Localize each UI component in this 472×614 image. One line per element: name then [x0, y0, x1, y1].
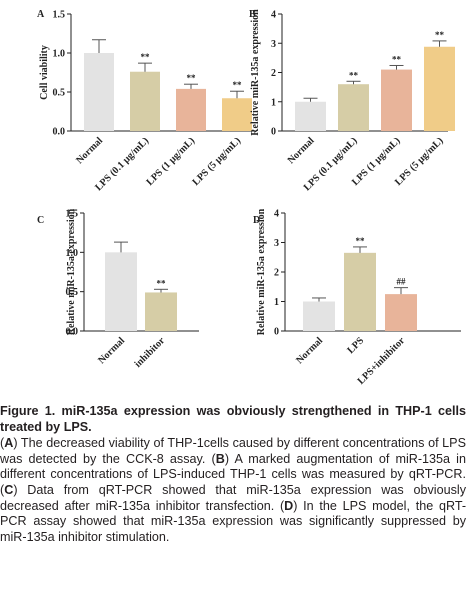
- bar: [105, 252, 137, 331]
- panel-letter: B: [249, 9, 256, 20]
- panel-letter: D: [253, 215, 260, 226]
- significance-mark: **: [187, 73, 197, 83]
- y-tick-label: 0: [274, 327, 279, 338]
- significance-mark: ##: [397, 277, 407, 287]
- bar: [424, 46, 455, 132]
- significance-mark: **: [141, 52, 151, 62]
- bar: [338, 84, 369, 131]
- bar: [344, 252, 376, 331]
- y-tick-label: 0.5: [66, 287, 79, 298]
- caption-panel-letter: C: [4, 482, 14, 497]
- caption-panel-letter: A: [4, 436, 14, 451]
- y-tick-label: 1.0: [53, 49, 66, 60]
- caption-panel-letter: D: [284, 498, 294, 513]
- y-axis-label: Relative miR-135a expression: [256, 208, 267, 335]
- y-tick-label: 3: [271, 39, 276, 50]
- y-tick-label: 0.0: [53, 127, 66, 138]
- bar: [385, 294, 417, 331]
- x-tick-label: LPS (5 μg/mL): [190, 135, 243, 188]
- x-tick-label: Normal: [294, 335, 325, 366]
- caption-panel-letter: B: [215, 451, 225, 466]
- significance-mark: **: [392, 54, 402, 64]
- chart-panel-a: A Cell viability 0.0 0.5 1.0 1.5 Normal ** LPS (…: [37, 9, 255, 193]
- bar: [176, 88, 206, 131]
- y-tick-label: 3: [274, 238, 279, 249]
- y-tick-label: 4: [271, 10, 276, 21]
- y-axis-label: Relative miR-135a expression: [250, 9, 261, 136]
- y-tick-label: 0.0: [66, 327, 79, 338]
- y-tick-label: 1: [274, 297, 279, 308]
- caption-text: ) Data from qRT-PCR showed that miR-135a…: [0, 482, 466, 513]
- bar: [130, 71, 160, 131]
- y-tick-label: 1.0: [66, 248, 79, 259]
- y-tick-label: 1.5: [66, 209, 79, 220]
- y-tick-label: 0: [271, 127, 276, 138]
- bar: [381, 69, 412, 131]
- caption-text: ) The decreased viability of THP-1cells …: [0, 436, 466, 466]
- x-tick-label: Normal: [74, 135, 105, 166]
- caption-body: (A) The decreased viability of THP-1cell…: [0, 436, 466, 545]
- y-axis-label: Relative miR-135a expression: [66, 208, 77, 335]
- significance-mark: **: [435, 30, 445, 40]
- y-tick-label: 1: [271, 97, 276, 108]
- caption-text: (: [0, 436, 5, 451]
- bar: [303, 301, 335, 331]
- x-tick-label: Normal: [96, 335, 127, 366]
- caption-title: Figure 1. miR-135a expression was obviou…: [0, 404, 466, 434]
- caption-text: ) A marked augmentation of miR-135a in d…: [0, 451, 466, 497]
- significance-mark: **: [157, 278, 167, 288]
- y-tick-label: 2: [271, 68, 276, 79]
- y-tick-label: 0.5: [53, 88, 66, 99]
- figure-caption: Figure 1. miR-135a expression was obviou…: [0, 404, 466, 545]
- bar: [84, 53, 114, 131]
- bar: [222, 98, 252, 131]
- x-tick-label: Normal: [286, 135, 317, 166]
- panel-letter: A: [37, 9, 45, 20]
- y-axis-label: Cell viability: [39, 45, 50, 100]
- panel-letter: C: [37, 215, 44, 226]
- figure-panels: A Cell viability 0.0 0.5 1.0 1.5 Normal ** LPS (…: [37, 9, 461, 387]
- x-tick-label: inhibitor: [133, 335, 168, 370]
- caption-text: ) In the LPS model, the qRT-PCR assay sh…: [0, 498, 467, 544]
- y-tick-label: 1.5: [53, 10, 66, 21]
- x-tick-label: LPS: [345, 335, 366, 356]
- significance-mark: **: [349, 70, 359, 80]
- bar: [295, 101, 326, 131]
- significance-mark: **: [233, 80, 243, 90]
- y-tick-label: 4: [274, 209, 279, 220]
- significance-mark: **: [356, 236, 366, 246]
- bar: [145, 292, 177, 331]
- y-tick-label: 2: [274, 268, 279, 279]
